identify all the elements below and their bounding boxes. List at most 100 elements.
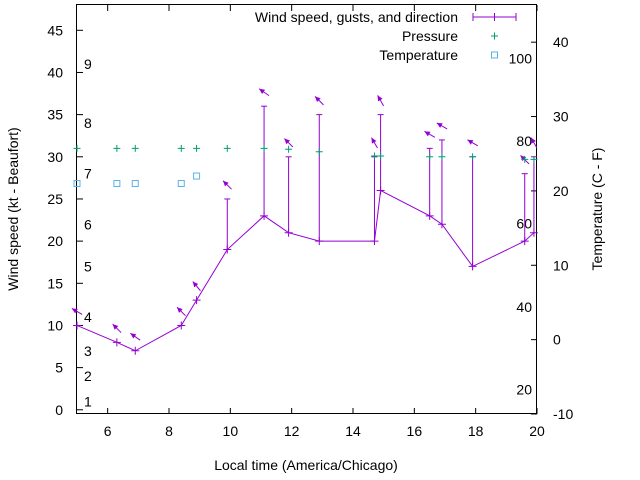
fahrenheit-label: 20	[516, 381, 532, 397]
x-tick-label: 18	[468, 423, 484, 439]
x-axis-label: Local time (America/Chicago)	[214, 457, 398, 473]
beaufort-label: 7	[84, 166, 92, 182]
pressure-point	[113, 144, 121, 152]
x-tick-label: 12	[284, 423, 300, 439]
wind-speed-point	[177, 321, 186, 330]
wind-direction-arrowhead	[424, 131, 431, 137]
legend-swatch-wind-ticks	[472, 13, 517, 21]
y-axis-label: Wind speed (kt - Beaufort)	[5, 127, 21, 290]
y-tick-label: 30	[47, 149, 63, 165]
pressure-point	[370, 152, 378, 160]
x-tick-label: 6	[104, 423, 112, 439]
wind-direction-arrowhead	[71, 308, 78, 314]
x-tick-label: 20	[529, 423, 545, 439]
beaufort-label: 6	[84, 216, 92, 232]
legend-swatch-temperature	[491, 51, 498, 59]
pressure-point	[260, 144, 268, 152]
wind-speed-point	[468, 262, 477, 271]
wind-speed-point	[223, 245, 232, 254]
wind-speed-point	[370, 237, 379, 246]
wind-direction-arrowhead	[467, 139, 474, 145]
pressure-point	[426, 153, 434, 161]
y2-tick-label: 0	[553, 332, 561, 348]
y-tick-label: 25	[47, 191, 63, 207]
wind-direction-arrowhead	[192, 281, 199, 288]
pressure-point	[315, 148, 323, 156]
pressure-point	[131, 144, 139, 152]
x-tick-label: 14	[345, 423, 361, 439]
wind-direction-arrowhead	[284, 138, 291, 145]
y2-tick-label: 40	[553, 34, 569, 50]
y2-tick-label: -10	[553, 406, 573, 422]
wind-speed-point	[112, 338, 121, 347]
y-tick-label: 0	[55, 402, 63, 418]
wind-direction-arrowhead	[130, 333, 137, 339]
wind-speed-point	[529, 228, 538, 237]
y-tick-label: 20	[47, 233, 63, 249]
wind-speed-point	[437, 220, 446, 229]
legend-swatch-pressure	[491, 32, 498, 40]
fahrenheit-label: 80	[516, 133, 532, 149]
y-tick-label: 10	[47, 317, 63, 333]
fahrenheit-label: 40	[516, 299, 532, 315]
beaufort-label: 2	[84, 368, 92, 384]
wind-direction-arrowhead	[371, 137, 377, 144]
wind-direction-arrowhead	[259, 88, 266, 94]
wind-speed-point	[73, 321, 81, 330]
wind-speed-point	[192, 296, 201, 305]
x-tick-label: 10	[223, 423, 239, 439]
y2-axis-label: Temperature (C - F)	[589, 148, 605, 271]
pressure-point	[73, 144, 81, 152]
y2-tick-label: 20	[553, 183, 569, 199]
wind-speed-point	[520, 237, 529, 246]
y2-tick-label: 10	[553, 257, 569, 273]
temperature-point	[73, 179, 81, 187]
y-tick-label: 45	[47, 22, 63, 38]
wind-speed-point	[131, 346, 140, 355]
beaufort-label: 3	[84, 343, 92, 359]
wind-direction-arrowhead	[377, 95, 383, 102]
wind-direction-arrowhead	[520, 155, 527, 162]
legend-label: Wind speed, gusts, and direction	[255, 9, 458, 25]
wind-speed-point	[260, 211, 269, 220]
plot-frame	[76, 4, 537, 414]
wind-speed-point	[284, 228, 293, 237]
pressure-point	[438, 153, 446, 161]
temperature-point	[113, 179, 121, 187]
beaufort-label: 9	[84, 56, 92, 72]
wind-speed-point	[315, 237, 324, 246]
y-tick-label: 40	[47, 64, 63, 80]
wind-direction-arrowhead	[112, 324, 119, 330]
x-tick-label: 8	[165, 423, 173, 439]
legend-label: Pressure	[402, 28, 458, 44]
pressure-point	[469, 153, 477, 161]
y-tick-label: 35	[47, 107, 63, 123]
pressure-point	[193, 144, 201, 152]
beaufort-label: 8	[84, 115, 92, 131]
wind-direction-arrowhead	[436, 122, 443, 128]
pressure-point	[177, 144, 185, 152]
pressure-point	[377, 152, 385, 160]
beaufort-label: 1	[84, 393, 92, 409]
x-tick-label: 16	[407, 423, 423, 439]
temperature-point	[131, 179, 139, 187]
beaufort-label: 5	[84, 258, 92, 274]
y-tick-label: 5	[55, 360, 63, 376]
wind-speed-line	[76, 189, 535, 352]
wind-direction-arrowhead	[530, 137, 536, 144]
temperature-point	[177, 179, 185, 187]
wind-direction-arrowhead	[223, 180, 229, 187]
wind-direction-arrowhead	[177, 307, 183, 313]
y-tick-label: 15	[47, 275, 63, 291]
pressure-point	[285, 145, 293, 153]
wind-direction-arrowhead	[315, 96, 321, 103]
pressure-point	[223, 144, 231, 152]
pressure-point	[530, 155, 538, 163]
temperature-point	[193, 172, 201, 180]
y2-tick-label: 30	[553, 109, 569, 125]
fahrenheit-label: 100	[509, 51, 533, 67]
legend-label: Temperature	[379, 47, 458, 63]
wind-speed-point	[376, 186, 385, 195]
pressure-point	[521, 155, 529, 163]
